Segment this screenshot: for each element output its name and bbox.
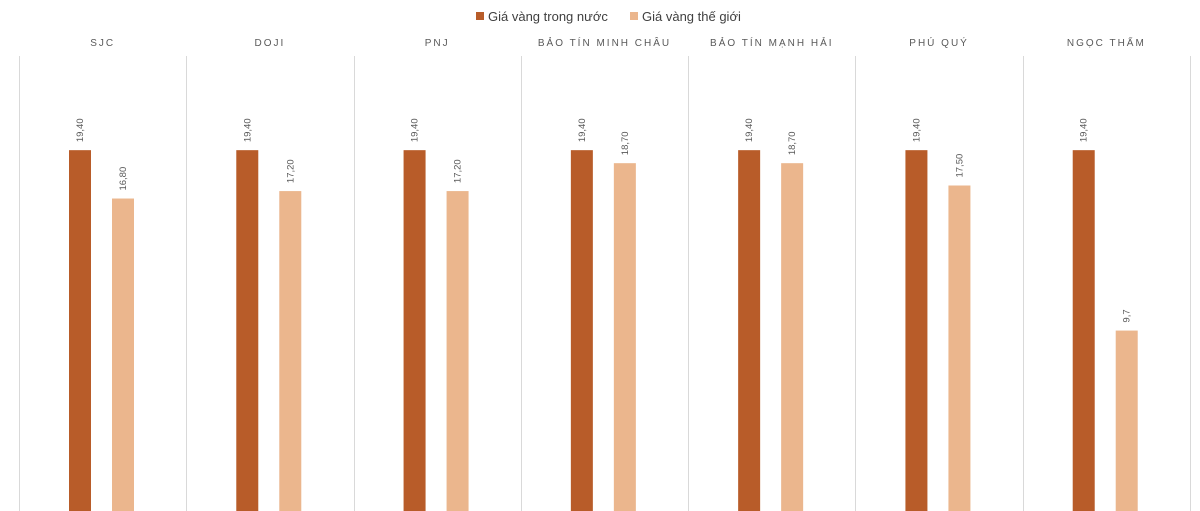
category-label-doji: DOJI <box>255 38 286 49</box>
data-label-phu-quy-series-1: 19,40 <box>911 118 922 142</box>
category-label-bao-tin-minh-chau: BẢO TÍN MINH CHÂU <box>538 36 671 49</box>
bar-ngoc-tham-series-1 <box>1072 150 1095 511</box>
category-label-sjc: SJC <box>90 38 115 49</box>
legend-label-2: Giá vàng thế giới <box>642 9 741 24</box>
bar-bao-tin-manh-hai-series-1 <box>738 150 761 511</box>
data-label-pnj-series-2: 17,20 <box>453 159 464 183</box>
bar-doji-series-1 <box>236 150 259 511</box>
data-label-bao-tin-manh-hai-series-1: 19,40 <box>744 118 755 142</box>
data-label-doji-series-2: 17,20 <box>285 159 296 183</box>
bar-sjc-series-2 <box>112 198 134 511</box>
legend-label-1: Giá vàng trong nước <box>488 9 608 24</box>
data-label-sjc-series-2: 16,80 <box>118 167 129 191</box>
data-label-phu-quy-series-2: 17,50 <box>954 154 965 178</box>
bar-pnj-series-1 <box>403 150 426 511</box>
data-label-doji-series-1: 19,40 <box>242 118 253 142</box>
data-label-ngoc-tham-series-2: 9,7 <box>1122 309 1133 322</box>
data-label-ngoc-tham-series-1: 19,40 <box>1079 118 1090 142</box>
bar-bao-tin-manh-hai-series-2 <box>781 163 804 511</box>
data-label-bao-tin-minh-chau-series-2: 18,70 <box>620 131 631 155</box>
data-labels: 19,40 16,80 19,40 17,20 19,40 17,20 19,40 18,70… <box>75 118 1133 322</box>
data-label-sjc-series-1: 19,40 <box>75 118 86 142</box>
bar-phu-quy-series-1 <box>905 150 928 511</box>
legend-swatch-2 <box>630 12 638 20</box>
data-label-pnj-series-1: 19,40 <box>410 118 421 142</box>
legend: Giá vàng trong nước Giá vàng thế giới <box>476 9 741 24</box>
category-label-ngoc-tham: NGỌC THẨM <box>1067 36 1146 49</box>
category-label-bao-tin-manh-hai: BẢO TÍN MẠNH HẢI <box>710 36 834 49</box>
category-labels: SJC DOJI PNJ BẢO TÍN MINH CHÂU BẢO TÍN MẠNH … <box>90 36 1146 49</box>
category-dividers <box>19 56 1191 511</box>
data-label-bao-tin-minh-chau-series-1: 19,40 <box>577 118 588 142</box>
category-label-pnj: PNJ <box>425 38 450 49</box>
bars <box>69 150 1138 511</box>
bar-sjc-series-1 <box>69 150 91 511</box>
category-label-phu-quy: PHÚ QUÝ <box>909 36 969 49</box>
bar-bao-tin-minh-chau-series-1 <box>570 150 593 511</box>
bar-doji-series-2 <box>279 191 302 511</box>
bar-phu-quy-series-2 <box>948 185 971 511</box>
bar-ngoc-tham-series-2 <box>1115 330 1138 511</box>
legend-swatch-1 <box>476 12 484 20</box>
bar-pnj-series-2 <box>446 191 469 511</box>
bar-bao-tin-minh-chau-series-2 <box>613 163 636 511</box>
data-label-bao-tin-manh-hai-series-2: 18,70 <box>787 131 798 155</box>
